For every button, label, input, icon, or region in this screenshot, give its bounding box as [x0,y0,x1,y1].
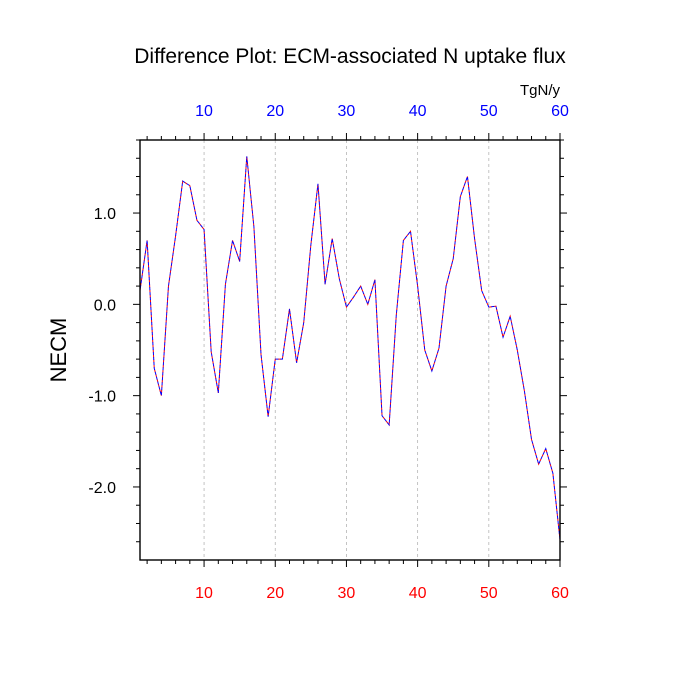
x-tick-label-top: 40 [409,103,427,120]
x-tick-label-bottom: 20 [266,585,284,602]
x-tick-label-top: 20 [266,103,284,120]
y-tick-label: 0.0 [94,297,116,314]
x-tick-label-bottom: 10 [195,585,213,602]
x-tick-label-bottom: 40 [409,585,427,602]
tick-labels: 10 10 20 20 30 30 40 40 50 50 60 60 1.0 0.0 -1.0 -2.0 [88,103,569,602]
y-axis-label: NECM [46,318,71,383]
x-tick-label-bottom: 30 [338,585,356,602]
series-line-red-0 [139,156,561,540]
major-ticks [133,133,567,567]
series-layer [139,156,561,540]
series-line-blue-0 [139,156,561,540]
x-tick-label-top: 30 [338,103,356,120]
y-tick-label: 1.0 [94,206,116,223]
x-tick-label-bottom: 60 [551,585,569,602]
plot-frame [139,139,561,561]
x-tick-label-top: 50 [480,103,498,120]
y-tick-label: -2.0 [88,480,116,497]
top-axis-unit: TgN/y [520,82,561,99]
minor-ticks [136,136,564,564]
x-tick-label-top: 60 [551,103,569,120]
x-tick-label-bottom: 50 [480,585,498,602]
y-tick-label: -1.0 [88,389,116,406]
x-tick-label-top: 10 [195,103,213,120]
chart-title: Difference Plot: ECM-associated N uptake… [134,45,566,68]
grid-lines [203,140,490,560]
